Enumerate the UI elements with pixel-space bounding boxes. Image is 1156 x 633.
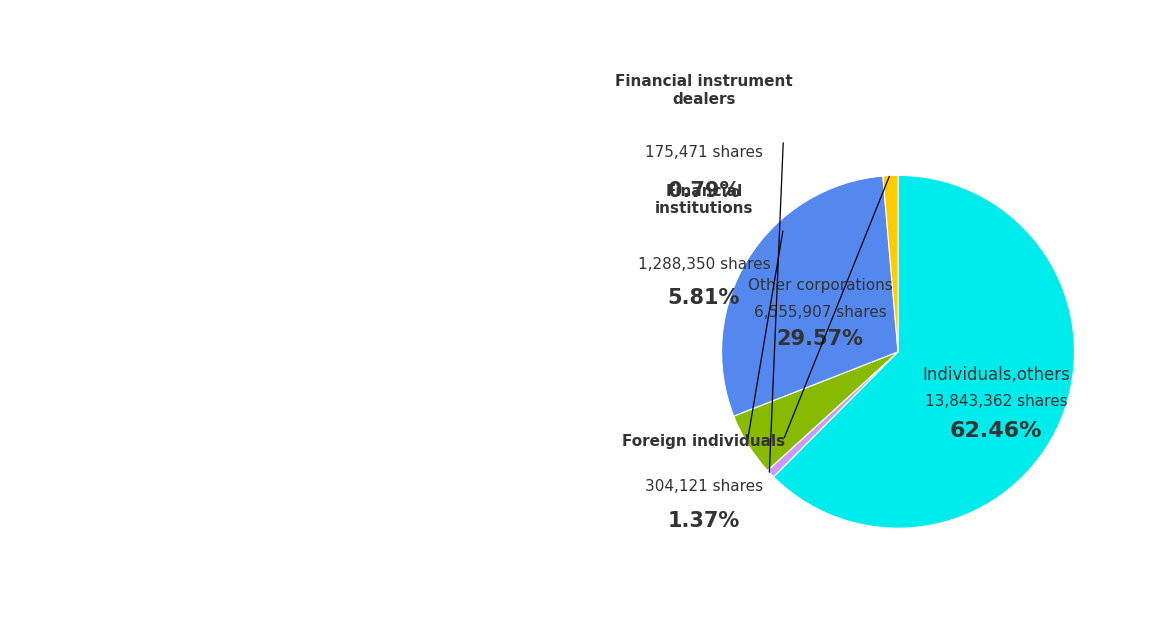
Text: Other corporations: Other corporations xyxy=(748,279,892,293)
Text: 29.57%: 29.57% xyxy=(777,329,864,349)
Text: Individuals,others: Individuals,others xyxy=(922,365,1069,384)
Wedge shape xyxy=(773,175,1074,528)
Text: 13,843,362 shares: 13,843,362 shares xyxy=(925,394,1067,408)
Wedge shape xyxy=(721,176,898,416)
Wedge shape xyxy=(768,352,898,477)
Text: Foreign individuals: Foreign individuals xyxy=(622,434,786,449)
Text: Financial instrument
dealers: Financial instrument dealers xyxy=(615,74,793,106)
Text: 175,471 shares: 175,471 shares xyxy=(645,146,763,160)
Text: 6,555,907 shares: 6,555,907 shares xyxy=(754,304,887,320)
Text: Financial
institutions: Financial institutions xyxy=(654,184,754,216)
Wedge shape xyxy=(734,352,898,470)
Text: 5.81%: 5.81% xyxy=(668,288,740,308)
Text: 0.79%: 0.79% xyxy=(668,180,740,201)
Wedge shape xyxy=(883,175,898,352)
Text: 1.37%: 1.37% xyxy=(668,511,740,530)
Text: 62.46%: 62.46% xyxy=(949,421,1043,441)
Text: 1,288,350 shares: 1,288,350 shares xyxy=(638,256,770,272)
Text: 304,121 shares: 304,121 shares xyxy=(645,479,763,494)
